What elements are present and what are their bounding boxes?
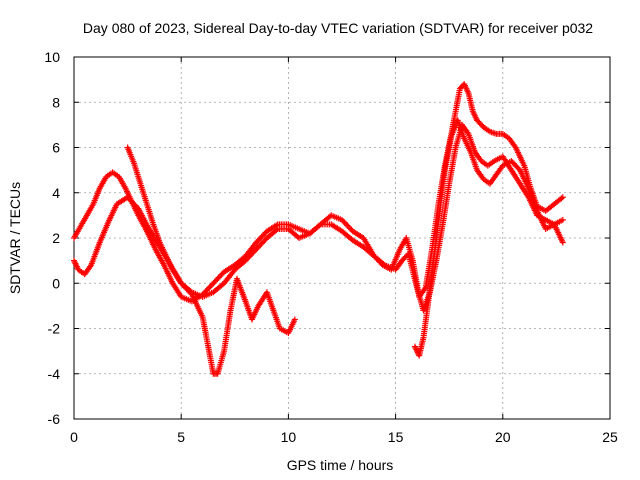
- y-tick-label: 8: [52, 94, 60, 110]
- y-tick-label: 2: [52, 230, 60, 246]
- y-tick-label: 0: [52, 275, 60, 291]
- data-point: [273, 227, 280, 234]
- y-tick-label: -6: [48, 411, 61, 427]
- x-tick-label: 0: [70, 429, 78, 445]
- y-tick-label: 4: [52, 185, 60, 201]
- x-axis-label: GPS time / hours: [287, 457, 394, 473]
- x-tick-label: 15: [388, 429, 404, 445]
- x-tick-label: 5: [177, 429, 185, 445]
- data-point: [316, 222, 323, 229]
- y-axis-label: SDTVAR / TECUs: [7, 182, 23, 294]
- x-tick-label: 25: [602, 429, 618, 445]
- x-tick-label: 10: [281, 429, 297, 445]
- data-point: [380, 261, 387, 268]
- y-tick-label: -4: [48, 366, 61, 382]
- data-point: [559, 239, 566, 246]
- grid-lines: [74, 57, 610, 419]
- y-tick-label: 6: [52, 140, 60, 156]
- data-points: [71, 81, 566, 377]
- data-point: [291, 316, 298, 323]
- y-tick-label: -2: [48, 321, 61, 337]
- x-tick-label: 20: [495, 429, 511, 445]
- chart-title: Day 080 of 2023, Sidereal Day-to-day VTE…: [83, 20, 593, 36]
- data-point: [559, 194, 566, 201]
- axis-ticks: 0 5 10 15 20 25 -6 -4 -2 0 2 4 6 8 10: [44, 49, 618, 445]
- y-tick-label: 10: [44, 49, 60, 65]
- data-point: [559, 216, 566, 223]
